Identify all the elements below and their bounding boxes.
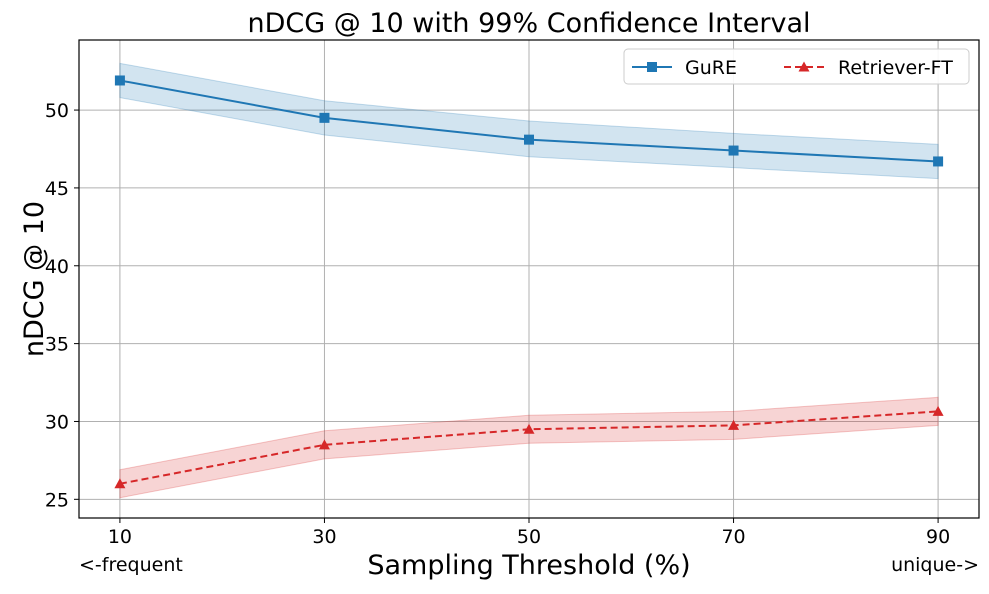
data-point-gure: [524, 134, 534, 145]
legend-label-retriever-ft: Retriever-FT: [838, 57, 953, 79]
axis-ticks: 10 30 50 70 90 25 30 35 40 45 50: [45, 100, 950, 548]
data-point-retriever-ft: [114, 478, 126, 489]
legend-entry-retriever-ft: Retriever-FT: [784, 57, 953, 79]
x-tick-label: 90: [926, 526, 950, 548]
data-point-retriever-ft: [523, 423, 535, 434]
x-tick-label: 70: [721, 526, 745, 548]
chart-title: nDCG @ 10 with 99% Confidence Interval: [247, 8, 810, 39]
y-tick-label: 35: [45, 334, 69, 356]
y-tick-label: 45: [45, 178, 69, 200]
x-axis-label: Sampling Threshold (%): [367, 550, 690, 581]
data-point-retriever-ft: [932, 405, 944, 416]
y-tick-label: 40: [45, 256, 69, 278]
x-tick-label: 50: [517, 526, 541, 548]
legend-marker-square: [647, 62, 657, 72]
data-point-gure: [933, 156, 944, 167]
data-point-gure: [114, 75, 125, 86]
y-tick-label: 25: [45, 489, 69, 511]
legend: GuRE Retriever-FT: [623, 48, 970, 85]
plot-frame: [78, 39, 980, 519]
legend-label-gure: GuRE: [685, 57, 737, 79]
data-point-gure: [319, 112, 330, 123]
y-tick-label: 50: [45, 100, 69, 122]
grid-layer: [79, 40, 979, 518]
data-point-retriever-ft: [728, 419, 740, 430]
legend-marker-triangle: [798, 61, 810, 72]
y-tick-label: 30: [45, 411, 69, 433]
data-point-gure: [728, 145, 739, 156]
data-point-retriever-ft: [318, 439, 330, 450]
annotation-frequent: <-frequent: [79, 554, 183, 576]
y-axis-label: nDCG @ 10: [19, 201, 50, 357]
x-tick-label: 30: [312, 526, 336, 548]
series-lines: [114, 75, 944, 489]
annotation-unique: unique->: [891, 554, 979, 576]
legend-entry-gure: GuRE: [632, 57, 737, 79]
x-tick-label: 10: [108, 526, 132, 548]
